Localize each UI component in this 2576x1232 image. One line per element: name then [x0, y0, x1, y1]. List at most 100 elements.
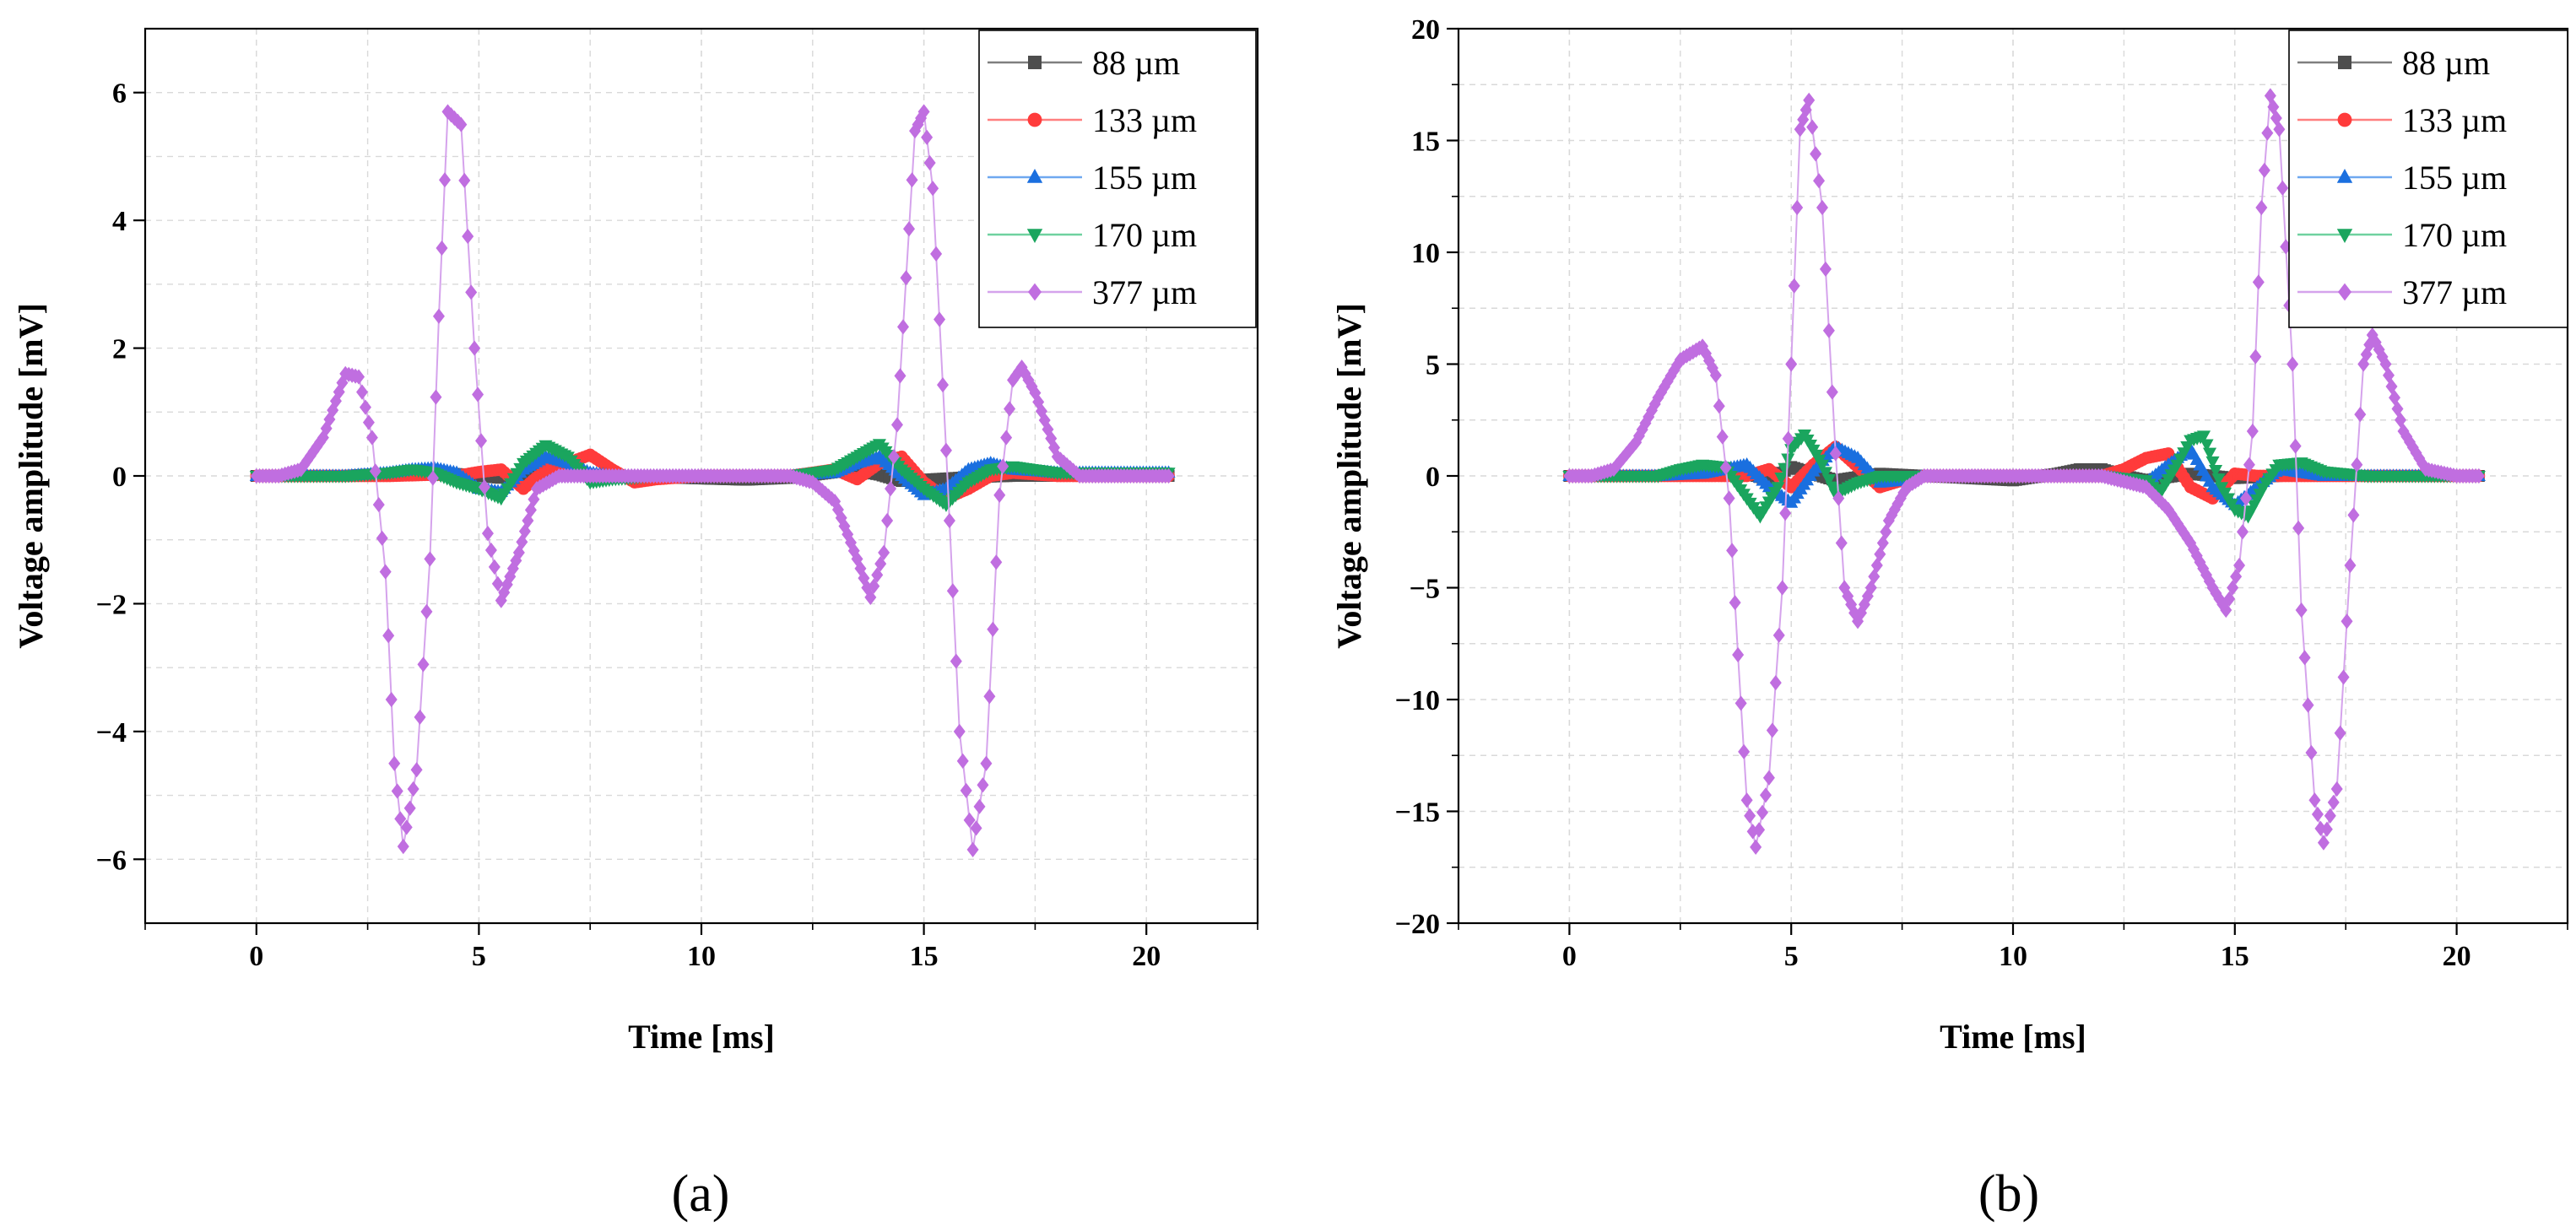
data-point	[2243, 457, 2255, 473]
data-point	[475, 433, 488, 449]
y-axis-title: Voltage amplitude [mV]	[12, 303, 50, 649]
data-point	[2347, 507, 2360, 523]
legend-label: 170 µm	[2402, 216, 2507, 254]
data-point	[939, 442, 952, 458]
legend-label: 155 µm	[2402, 159, 2507, 197]
data-point	[2298, 650, 2311, 666]
data-point	[2196, 430, 2211, 444]
legend-label: 377 µm	[2402, 273, 2507, 311]
data-point	[2236, 524, 2249, 540]
x-tick-label: 10	[687, 941, 716, 972]
data-point	[2337, 669, 2350, 685]
data-point	[1659, 379, 1671, 395]
data-point	[977, 777, 989, 793]
data-point	[2223, 591, 2236, 607]
data-point	[885, 481, 897, 497]
legend-marker	[2336, 169, 2353, 183]
data-point	[417, 657, 430, 673]
y-tick-label: −20	[1395, 909, 1440, 940]
data-point	[1750, 839, 1762, 855]
data-point	[1744, 808, 1756, 824]
data-point	[488, 559, 501, 575]
data-point	[927, 181, 939, 197]
data-point	[2302, 697, 2314, 713]
x-tick-label: 0	[249, 941, 263, 972]
data-point	[2344, 557, 2357, 574]
axes: 0 5 10 15 20 −6 −4 −2 0 2 4 6	[96, 78, 1258, 972]
axes: 0 5 10 15 20 −20 −15 −10 −5 0 5 10 15 20	[1395, 14, 2568, 972]
data-point	[1785, 356, 1798, 372]
data-point	[1713, 398, 1725, 414]
data-point	[2276, 180, 2289, 196]
x-tick-label: 5	[472, 941, 486, 972]
legend-marker	[1028, 283, 1042, 301]
data-point	[2369, 334, 2382, 350]
data-point	[382, 628, 395, 644]
data-point	[407, 781, 419, 797]
panel-label: (a)	[672, 1165, 730, 1223]
data-point	[495, 592, 507, 608]
data-point	[2404, 434, 2416, 450]
data-point	[2246, 423, 2259, 440]
data-point	[1756, 804, 1769, 820]
data-point	[930, 246, 943, 262]
data-point	[2255, 199, 2268, 216]
x-axis-title: Time [ms]	[628, 1018, 775, 1056]
data-point	[2289, 438, 2302, 454]
data-point	[2220, 602, 2232, 619]
data-point	[320, 420, 333, 436]
data-point	[2200, 439, 2214, 452]
data-point	[1617, 450, 1630, 466]
data-point	[2205, 456, 2220, 469]
x-tick-label: 20	[2443, 941, 2471, 972]
data-point	[1709, 367, 1722, 383]
data-point	[950, 653, 962, 669]
data-point	[1821, 474, 1836, 487]
data-point	[1816, 199, 1828, 216]
series-group	[1562, 88, 2486, 855]
data-point	[2233, 557, 2246, 574]
data-point	[1815, 459, 1830, 473]
data-point	[987, 621, 999, 637]
data-point	[2406, 440, 2419, 456]
data-point	[2373, 342, 2385, 358]
data-point	[888, 449, 901, 465]
data-point	[997, 458, 1009, 474]
data-point	[400, 819, 413, 835]
data-point	[1826, 384, 1838, 400]
data-point	[1646, 403, 1659, 419]
data-point	[1806, 119, 1819, 135]
y-tick-label: −15	[1395, 797, 1440, 829]
data-point	[1803, 92, 1816, 108]
data-point	[362, 414, 375, 430]
legend-label: 88 µm	[1092, 44, 1180, 82]
panel-b: 0 5 10 15 20 −20 −15 −10 −5 0 5 10 15 20 Time [ms] Volt…	[1330, 14, 2569, 1223]
series-group	[249, 104, 1176, 858]
legend-label: 88 µm	[2402, 44, 2490, 82]
data-point	[2181, 530, 2194, 546]
data-point	[2252, 274, 2265, 290]
data-point	[993, 487, 1006, 503]
data-point	[956, 753, 969, 769]
data-point	[1162, 467, 1175, 484]
data-point	[353, 369, 365, 385]
data-point	[1732, 646, 1745, 663]
legend-item: 377 µm	[988, 273, 1197, 311]
y-tick-label: 15	[1411, 127, 1440, 158]
data-point	[2230, 569, 2243, 585]
data-point	[943, 512, 955, 529]
x-tick-label: 15	[2221, 941, 2249, 972]
data-point	[356, 384, 369, 400]
data-point	[403, 800, 416, 816]
data-point	[1716, 429, 1729, 445]
data-point	[1726, 543, 1739, 559]
data-point	[854, 560, 867, 576]
data-point	[983, 689, 996, 705]
data-point	[465, 284, 478, 300]
data-point	[1774, 473, 1789, 485]
data-point	[896, 319, 909, 335]
data-point	[369, 463, 382, 479]
data-point	[1753, 822, 1766, 838]
data-point	[1702, 353, 1715, 369]
data-point	[397, 839, 409, 855]
